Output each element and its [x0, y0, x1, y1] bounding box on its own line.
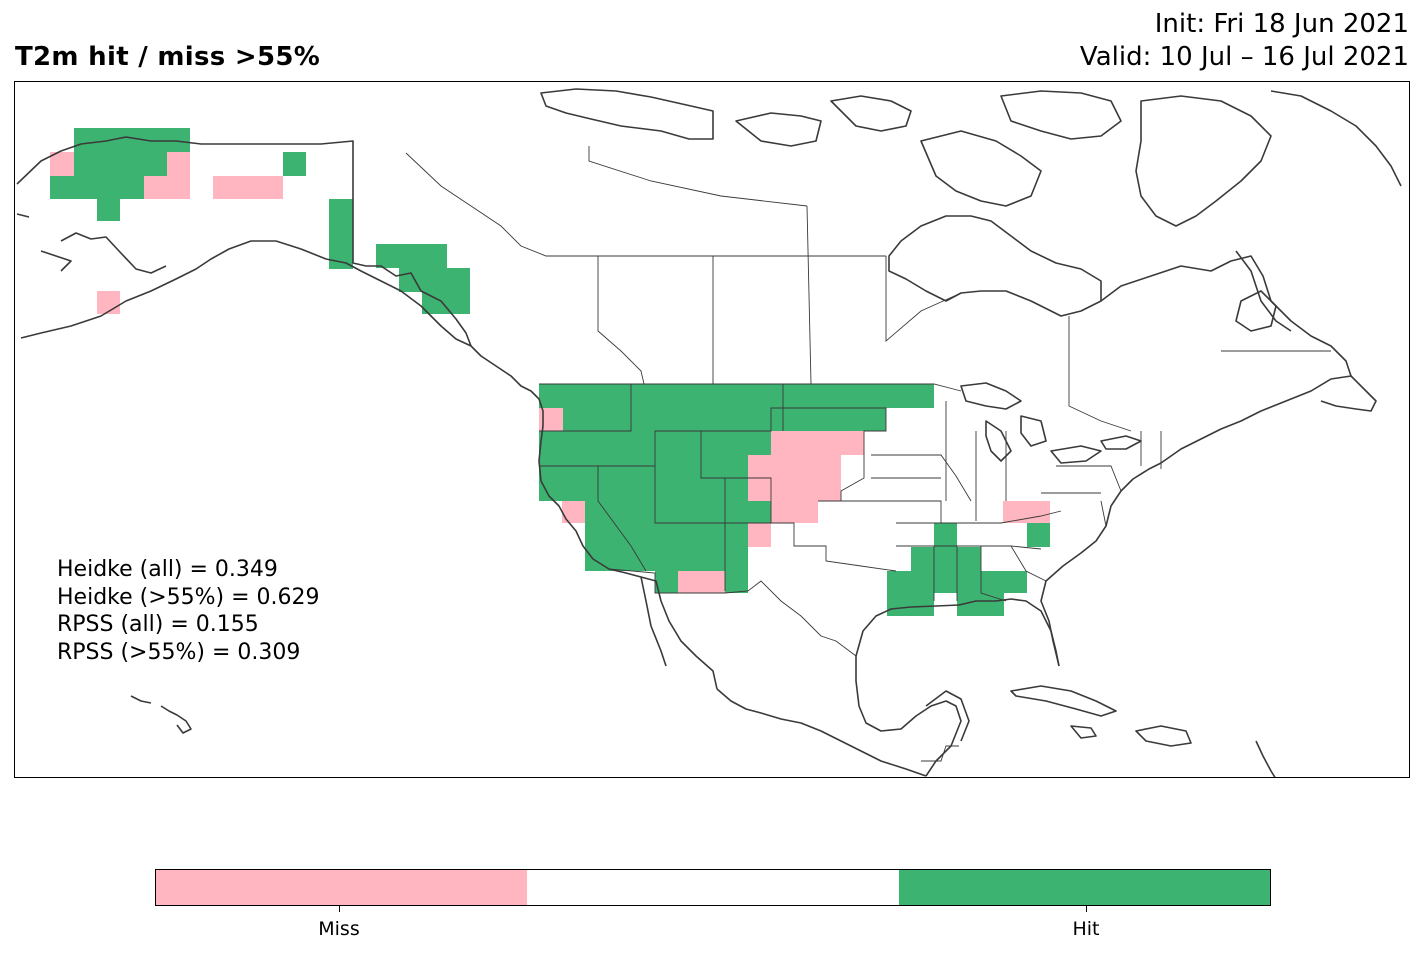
- colorbar-miss-segment: [156, 870, 528, 905]
- coastlines: [16, 88, 1402, 777]
- colorbar-neutral-segment: [527, 870, 899, 905]
- hit-cell: [585, 547, 748, 571]
- colorbar-label-hit: Hit: [1072, 918, 1100, 940]
- rpss-all: RPSS (all) = 0.155: [57, 612, 259, 637]
- colorbar-label-miss: Miss: [318, 918, 360, 940]
- colorbar-tick-hit: [1086, 906, 1087, 912]
- hit-cell: [887, 593, 934, 616]
- map-panel: [14, 81, 1410, 778]
- colorbar-hit-segment: [898, 870, 1270, 905]
- hit-cell: [329, 199, 353, 269]
- hit-cell: [74, 152, 168, 176]
- miss-cell: [771, 501, 818, 523]
- rpss-above-55: RPSS (>55%) = 0.309: [57, 639, 301, 665]
- north-america-map: [16, 88, 1402, 777]
- hit-cell: [911, 547, 981, 571]
- hit-cell: [957, 593, 1004, 616]
- miss-cell: [771, 431, 864, 455]
- init-date: Init: Fri 18 Jun 2021: [1154, 9, 1409, 39]
- colorbar: [155, 869, 1271, 906]
- hit-cell: [585, 523, 748, 547]
- miss-cell: [748, 455, 841, 478]
- miss-cell: [539, 408, 563, 431]
- miss-cell: [213, 176, 283, 199]
- verification-cells: [50, 128, 1050, 616]
- political-borders: [405, 146, 1331, 762]
- miss-cell: [167, 152, 190, 176]
- valid-dates: Valid: 10 Jul – 16 Jul 2021: [1079, 42, 1409, 72]
- hit-cell: [934, 523, 957, 547]
- miss-cell: [1003, 501, 1050, 523]
- miss-cell: [562, 501, 585, 523]
- hit-cell: [539, 478, 748, 501]
- map-title: T2m hit / miss >55%: [15, 42, 321, 72]
- hit-cell: [725, 571, 748, 593]
- hit-cell: [97, 199, 120, 221]
- miss-cell: [748, 523, 771, 547]
- miss-cell: [144, 176, 190, 199]
- hit-cell: [1027, 523, 1050, 547]
- hit-cell: [655, 571, 678, 593]
- heidke-all: Heidke (all) = 0.349: [57, 557, 278, 582]
- colorbar-tick-miss: [339, 906, 340, 912]
- date-info: Init: Fri 18 Jun 2021 Valid: 10 Jul – 16…: [1080, 8, 1409, 74]
- hit-cell: [539, 455, 748, 478]
- skill-scores: Heidke (all) = 0.349 Heidke (>55%) = 0.6…: [57, 556, 320, 666]
- miss-cell: [50, 152, 74, 176]
- hit-cell: [539, 384, 934, 408]
- hit-cell: [585, 501, 771, 523]
- hit-cell: [376, 244, 447, 268]
- miss-cell: [97, 291, 120, 314]
- hit-cell: [399, 268, 470, 292]
- miss-cell: [748, 478, 841, 501]
- hit-cell: [283, 152, 306, 176]
- hit-cell: [50, 176, 144, 199]
- hit-cell: [74, 128, 190, 152]
- hit-cell: [563, 408, 886, 431]
- heidke-above-55: Heidke (>55%) = 0.629: [57, 584, 320, 610]
- miss-cell: [678, 571, 725, 593]
